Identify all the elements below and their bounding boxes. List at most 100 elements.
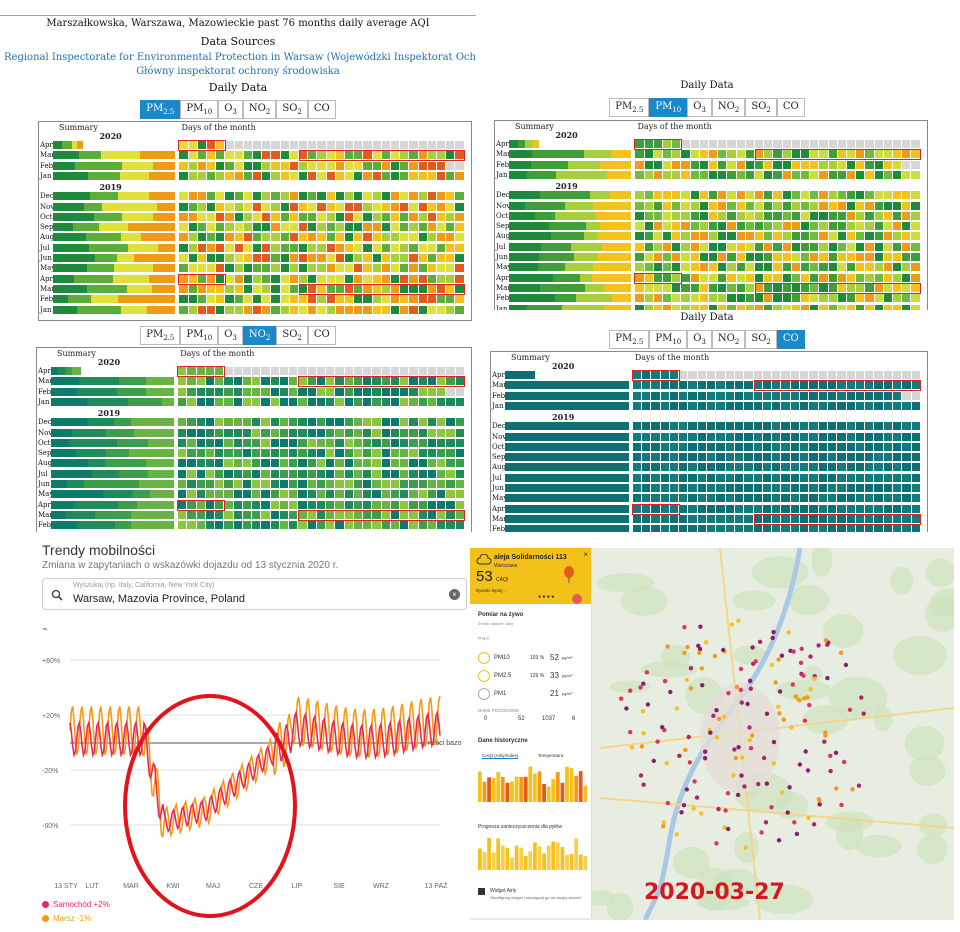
forest-area (754, 884, 814, 915)
month-row: May (39, 264, 471, 273)
bar (555, 772, 560, 802)
day-cells (635, 242, 920, 251)
sensor-dot (638, 685, 643, 690)
sensor-dot (786, 630, 791, 635)
clear-icon[interactable]: × (449, 589, 460, 600)
mobility-chart: +60% +20% -20% -60% ności bazo 13 STY LUT MAR KW… (42, 658, 462, 918)
sensor-dot (850, 787, 855, 792)
tab-o3[interactable]: O3 (218, 100, 243, 119)
x-tick-label: MAJ (206, 883, 220, 890)
tab-pm10[interactable]: PM10 (180, 100, 219, 119)
tab-pm10[interactable]: PM10 (649, 330, 688, 349)
sensor-dot (748, 686, 753, 691)
tab-no2[interactable]: NO2 (711, 98, 746, 117)
month-row: Nov (37, 428, 471, 438)
day-cells (178, 397, 465, 406)
bar (537, 771, 542, 802)
summary-bar (53, 233, 176, 242)
location-search[interactable]: Wyszukaj (np. Italy, California, New Yor… (42, 578, 467, 610)
days-header: Days of the month (634, 353, 710, 362)
bar (500, 776, 505, 802)
sensor-dot (731, 773, 736, 778)
summary-bar (53, 264, 176, 273)
tab-pm25[interactable]: PM2.5 (609, 98, 650, 117)
forest-area (696, 895, 750, 911)
tab-o3[interactable]: O3 (218, 326, 243, 345)
summary-bar (509, 211, 632, 220)
share-icons[interactable]: ● ● ● ● (538, 594, 555, 600)
filter-icon[interactable]: ⌁ (42, 624, 49, 635)
sensor-dot (801, 673, 806, 678)
source-link-gios[interactable]: Główny inspektorat ochrony środowiska (136, 66, 340, 77)
tab-so2[interactable]: SO2 (276, 100, 308, 119)
sensor-dot (629, 745, 635, 750)
close-icon[interactable]: × (583, 550, 588, 559)
month-row: Jan (37, 397, 471, 407)
day-cells (178, 387, 465, 396)
tab-no2[interactable]: NO2 (242, 100, 277, 119)
tab-temperature[interactable]: Temperatura (538, 753, 564, 758)
summary-bar (509, 232, 632, 241)
bar (533, 773, 537, 802)
bar (569, 768, 574, 802)
year-label: 2019 (552, 412, 575, 423)
tab-co[interactable]: CO (307, 100, 336, 119)
day-cells (635, 160, 920, 169)
sensor-dot (776, 838, 782, 843)
month-row: Jul (39, 243, 471, 253)
sensor-dot (750, 645, 755, 650)
tab-caqi[interactable]: CAQI (Airly/Index) (482, 753, 519, 759)
tab-o3[interactable]: O3 (687, 330, 712, 349)
day-cells (179, 305, 464, 314)
summary-bar (509, 201, 632, 210)
pm25-percent: 129 % (530, 673, 545, 679)
day-cells (635, 170, 920, 179)
unit-label: µg/m³ (562, 655, 573, 660)
summary-header: Summary (511, 353, 550, 362)
month-label: May (492, 494, 508, 503)
tab-so2[interactable]: SO2 (745, 98, 777, 117)
sensor-dot (628, 688, 633, 693)
sensor-dot (771, 629, 776, 635)
y-tick-label: -60% (42, 823, 58, 830)
tab-pm10[interactable]: PM10 (649, 98, 688, 117)
bar (491, 852, 496, 870)
day-cells (179, 212, 464, 221)
forest-area (890, 566, 914, 595)
sensor-dot (704, 640, 709, 645)
forest-area (787, 584, 830, 616)
tab-co[interactable]: CO (776, 330, 805, 349)
forest-area (661, 644, 691, 669)
sensor-dot (733, 755, 738, 761)
day-cells (179, 295, 464, 304)
month-row: Jan (495, 304, 927, 314)
tab-pm10[interactable]: PM10 (180, 326, 219, 345)
tab-pm25[interactable]: PM2.5 (140, 100, 181, 119)
sensor-dot (660, 725, 665, 730)
day-cells (179, 151, 464, 160)
tab-pm25[interactable]: PM2.5 (609, 330, 650, 349)
month-label: Dec (492, 422, 506, 431)
summary-bar (51, 490, 175, 499)
summary-bar (509, 222, 632, 231)
tab-o3[interactable]: O3 (687, 98, 712, 117)
tab-co[interactable]: CO (307, 326, 336, 345)
car-legend-dot (42, 901, 49, 909)
tab-no2[interactable]: NO2 (711, 330, 746, 349)
tab-no2[interactable]: NO2 (242, 326, 277, 345)
city-area (700, 683, 780, 793)
summary-bar (53, 274, 176, 283)
sensor-dot (712, 653, 718, 659)
favorite-icon[interactable] (572, 594, 582, 604)
tab-co[interactable]: CO (776, 98, 805, 117)
search-input[interactable]: Warsaw, Mazovia Province, Poland (73, 593, 245, 605)
tab-pm25[interactable]: PM2.5 (140, 326, 181, 345)
month-label: Feb (492, 525, 506, 532)
tab-so2[interactable]: SO2 (276, 326, 308, 345)
forest-area (924, 596, 954, 632)
source-link-wios[interactable]: Regional Inspectorate for Environmental … (4, 52, 476, 63)
month-label: Sep (38, 449, 52, 458)
caqi-unit: CAQI (496, 577, 509, 583)
tab-so2[interactable]: SO2 (745, 330, 777, 349)
sensor-dot (682, 625, 687, 630)
